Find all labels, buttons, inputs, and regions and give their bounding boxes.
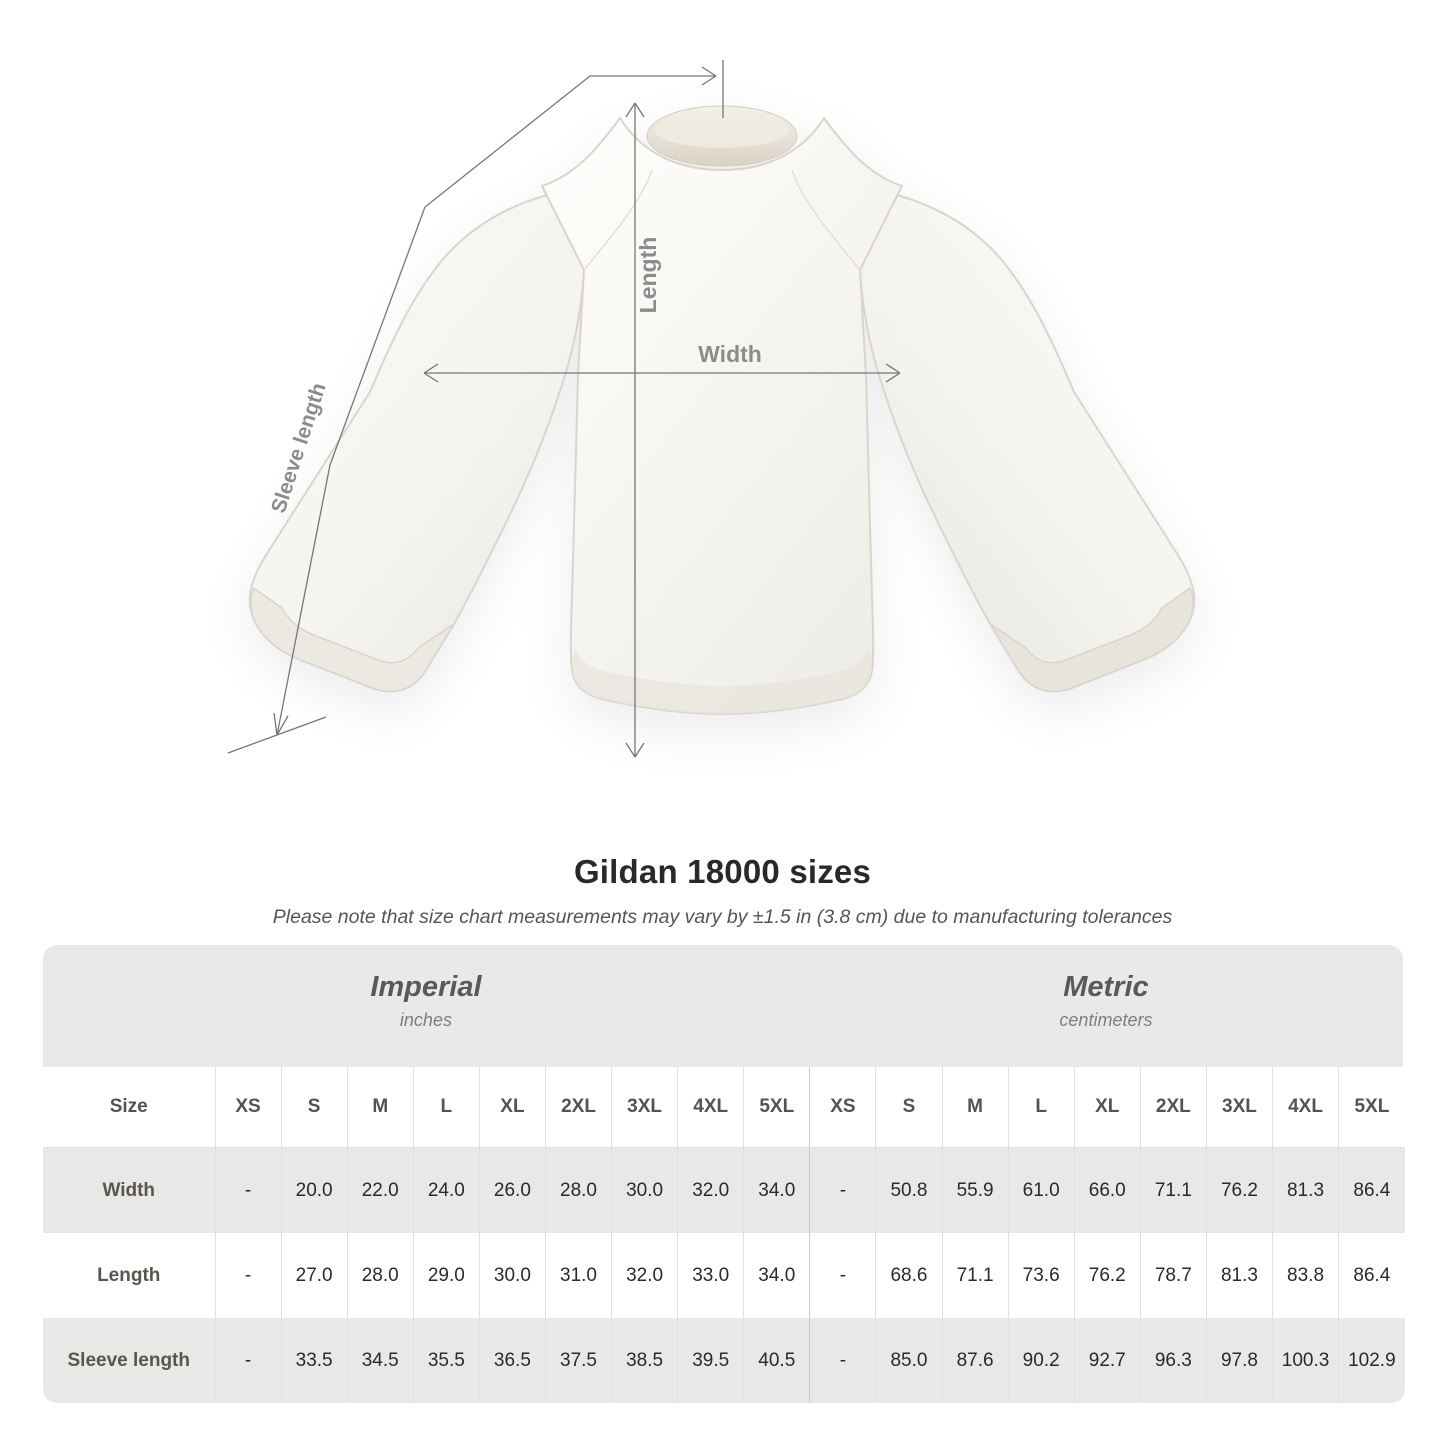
svg-text:Sleeve length: Sleeve length	[267, 380, 331, 516]
svg-text:Width: Width	[698, 341, 762, 367]
svg-text:Length: Length	[635, 237, 661, 314]
